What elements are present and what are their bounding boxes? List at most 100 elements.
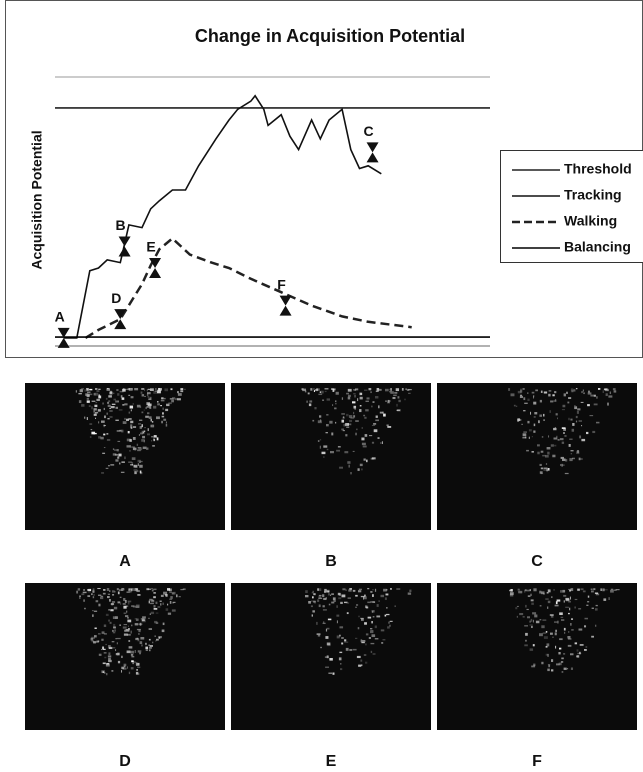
image-speckle xyxy=(320,439,321,440)
image-speckle xyxy=(153,589,156,590)
image-speckle xyxy=(104,447,105,448)
image-speckle xyxy=(312,610,315,612)
image-speckle xyxy=(567,402,569,404)
image-speckle xyxy=(161,595,164,597)
image-speckle xyxy=(372,442,374,444)
image-speckle xyxy=(109,410,112,412)
image-speckle xyxy=(593,588,595,590)
image-speckle xyxy=(110,622,112,624)
image-speckle xyxy=(569,439,572,440)
image-speckle xyxy=(594,395,596,397)
image-speckle xyxy=(156,622,159,624)
image-speckle xyxy=(119,463,120,465)
image-speckle xyxy=(554,391,556,393)
image-speckle xyxy=(558,652,560,654)
image-speckle xyxy=(110,391,112,394)
image-speckle xyxy=(170,398,174,400)
image-speckle xyxy=(110,464,114,466)
image-speckle xyxy=(322,594,324,597)
image-speckle xyxy=(180,391,183,392)
image-speckle xyxy=(358,468,360,471)
image-speckle xyxy=(115,591,116,592)
image-speckle xyxy=(346,602,349,603)
image-speckle xyxy=(390,391,394,394)
image-speckle xyxy=(308,393,310,395)
image-speckle xyxy=(575,607,576,609)
image-speckle xyxy=(333,597,336,600)
image-speckle xyxy=(91,429,93,430)
image-speckle xyxy=(98,421,99,423)
image-speckle xyxy=(146,650,148,651)
image-speckle xyxy=(375,420,379,422)
image-speckle xyxy=(607,403,609,406)
image-speckle xyxy=(356,607,357,608)
image-speckle xyxy=(371,651,372,653)
annotation-label: F xyxy=(277,276,286,292)
image-speckle xyxy=(129,412,130,414)
image-speckle xyxy=(569,590,571,592)
image-speckle xyxy=(153,406,156,409)
image-speckle xyxy=(563,653,565,654)
image-speckle xyxy=(84,417,85,419)
image-speckle xyxy=(115,454,118,455)
image-speckle xyxy=(115,649,116,651)
image-speckle xyxy=(344,639,346,641)
image-speckle xyxy=(381,629,384,631)
image-speckle xyxy=(395,605,396,607)
image-speckle xyxy=(367,588,369,589)
image-speckle xyxy=(354,395,356,398)
image-speckle xyxy=(341,429,344,431)
image-speckle xyxy=(548,665,550,667)
image-speckle xyxy=(94,411,95,413)
image-speckle xyxy=(608,395,612,397)
image-speckle xyxy=(342,397,343,400)
image-speckle xyxy=(346,427,349,428)
image-speckle xyxy=(379,600,380,601)
image-speckle xyxy=(409,590,411,592)
image-speckle xyxy=(127,651,131,654)
image-speckle xyxy=(576,451,579,454)
image-speckle xyxy=(180,388,183,390)
image-speckle xyxy=(390,621,393,622)
image-speckle xyxy=(518,391,522,393)
image-speckle xyxy=(84,608,86,609)
image-speckle xyxy=(144,410,145,411)
image-speckle xyxy=(383,414,386,417)
image-speckle xyxy=(144,427,145,428)
image-speckle xyxy=(140,641,143,644)
image-speckle xyxy=(575,599,578,600)
image-speckle xyxy=(358,590,361,592)
image-speckle xyxy=(341,643,343,645)
image-speckle xyxy=(318,394,322,395)
image-speckle xyxy=(92,406,93,409)
image-speckle xyxy=(166,608,169,611)
image-speckle xyxy=(527,616,530,618)
image-speckle xyxy=(564,628,566,631)
image-speckle xyxy=(586,646,588,647)
image-speckle xyxy=(579,652,580,654)
image-speckle xyxy=(524,644,528,646)
panel-label: D xyxy=(119,753,131,767)
image-speckle xyxy=(559,612,563,615)
image-speckle xyxy=(314,390,315,392)
image-speckle xyxy=(534,615,537,618)
image-speckle xyxy=(581,391,582,393)
image-speckle xyxy=(591,591,594,593)
image-speckle xyxy=(128,590,131,592)
image-speckle xyxy=(171,388,173,390)
image-speckle xyxy=(373,401,375,402)
image-speckle xyxy=(556,663,560,665)
image-speckle xyxy=(129,450,130,451)
image-speckle xyxy=(552,455,555,458)
image-speckle xyxy=(76,390,77,392)
image-speckle xyxy=(145,416,149,418)
image-speckle xyxy=(177,391,179,393)
image-speckle xyxy=(114,607,117,610)
image-speckle xyxy=(523,410,525,411)
image-speckle xyxy=(522,437,526,438)
image-speckle xyxy=(184,389,186,390)
image-speckle xyxy=(160,601,162,602)
image-speckle xyxy=(142,424,143,427)
image-speckle xyxy=(305,590,308,593)
image-speckle xyxy=(581,439,585,441)
